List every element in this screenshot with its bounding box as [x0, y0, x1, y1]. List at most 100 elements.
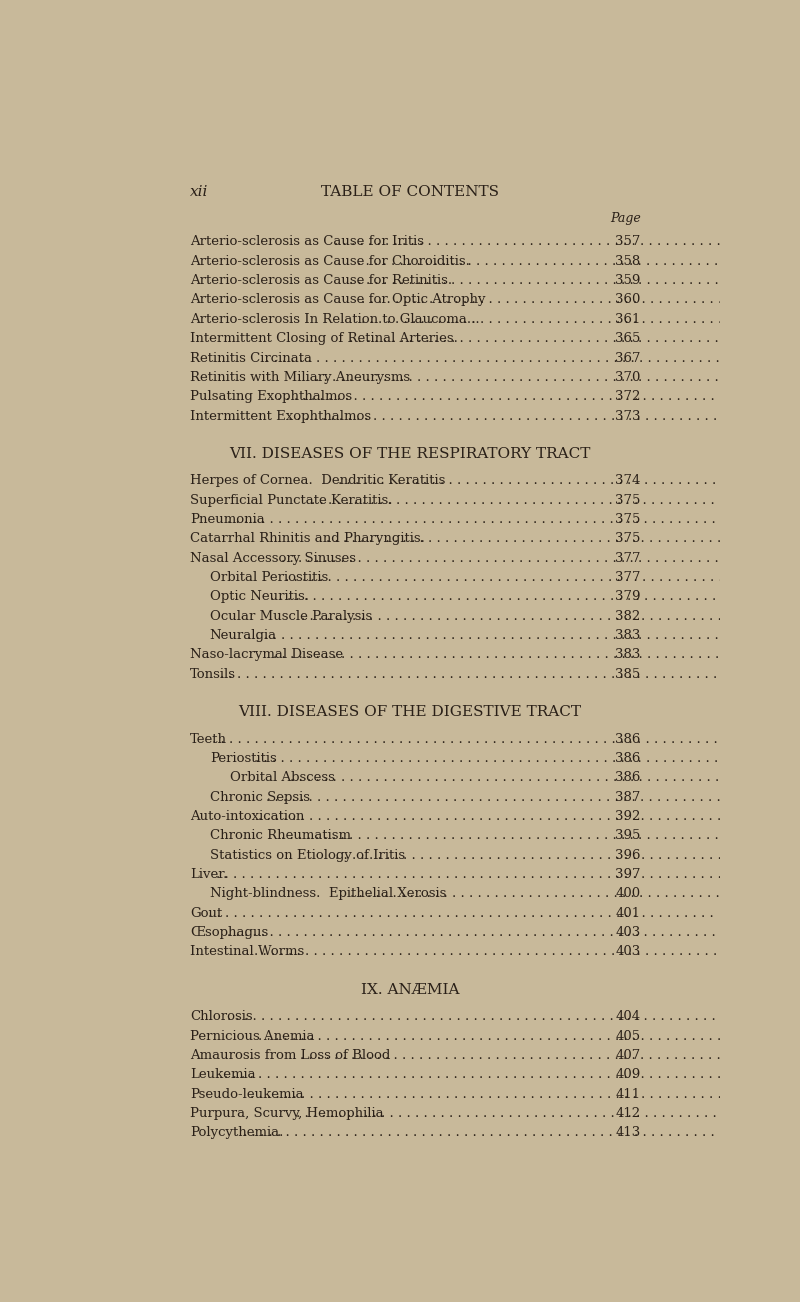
Text: . . . . . . . . . . . . . . . . . . . . . . . . . . . . . . . . . . . . . . . . : . . . . . . . . . . . . . . . . . . . . … — [334, 236, 800, 249]
Text: Neuralgia: Neuralgia — [210, 629, 277, 642]
Text: Page: Page — [610, 212, 641, 225]
Text: Polycythemia.: Polycythemia. — [190, 1126, 283, 1139]
Text: VII. DISEASES OF THE RESPIRATORY TRACT: VII. DISEASES OF THE RESPIRATORY TRACT — [230, 447, 590, 461]
Text: 405: 405 — [615, 1030, 641, 1043]
Text: . . . . . . . . . . . . . . . . . . . . . . . . . . . . . . . . . . . . . . . . : . . . . . . . . . . . . . . . . . . . . … — [311, 493, 800, 506]
Text: Intermittent Closing of Retinal Arteries.: Intermittent Closing of Retinal Arteries… — [190, 332, 458, 345]
Text: Orbital Periostitis: Orbital Periostitis — [210, 572, 328, 585]
Text: Arterio-sclerosis In Relation to Glaucoma...: Arterio-sclerosis In Relation to Glaucom… — [190, 312, 479, 326]
Text: 412: 412 — [615, 1107, 641, 1120]
Text: Pneumonia: Pneumonia — [190, 513, 265, 526]
Text: 360: 360 — [615, 293, 641, 306]
Text: Liver.: Liver. — [190, 868, 227, 881]
Text: 358: 358 — [615, 255, 641, 268]
Text: 365: 365 — [615, 332, 641, 345]
Text: 407: 407 — [615, 1049, 641, 1062]
Text: Arterio-sclerosis as Cause for Choroiditis.: Arterio-sclerosis as Cause for Choroidit… — [190, 255, 470, 268]
Text: Arterio-sclerosis as Cause for Optic Atrophy: Arterio-sclerosis as Cause for Optic Atr… — [190, 293, 486, 306]
Text: Leukemia: Leukemia — [190, 1068, 255, 1081]
Text: 367: 367 — [615, 352, 641, 365]
Text: Statistics on Etiology of Iritis: Statistics on Etiology of Iritis — [210, 849, 405, 862]
Text: 413: 413 — [615, 1126, 641, 1139]
Text: 375: 375 — [615, 513, 641, 526]
Text: 383: 383 — [615, 648, 641, 661]
Text: Retinitis with Miliary Aneurysms: Retinitis with Miliary Aneurysms — [190, 371, 410, 384]
Text: 377: 377 — [615, 572, 641, 585]
Text: . . . . . . . . . . . . . . . . . . . . . . . . . . . . . . . . . . . . . . . . : . . . . . . . . . . . . . . . . . . . . … — [338, 474, 800, 487]
Text: 386: 386 — [615, 733, 641, 746]
Text: Auto-intoxication: Auto-intoxication — [190, 810, 304, 823]
Text: 403: 403 — [615, 945, 641, 958]
Text: Optic Neuritis.: Optic Neuritis. — [210, 590, 309, 603]
Text: . . . . . . . . . . . . . . . . . . . . . . . . . . . . . . . . . . . . . . . . : . . . . . . . . . . . . . . . . . . . . … — [357, 255, 800, 268]
Text: Gout: Gout — [190, 906, 222, 919]
Text: Pernicious Anemia: Pernicious Anemia — [190, 1030, 314, 1043]
Text: Retinitis Circinata: Retinitis Circinata — [190, 352, 312, 365]
Text: . . . . . . . . . . . . . . . . . . . . . . . . . . . . . . . . . . . . . . . . : . . . . . . . . . . . . . . . . . . . . … — [212, 733, 722, 746]
Text: . . . . . . . . . . . . . . . . . . . . . . . . . . . . . . . . . . . . . . . . : . . . . . . . . . . . . . . . . . . . . … — [247, 629, 757, 642]
Text: . . . . . . . . . . . . . . . . . . . . . . . . . . . . . . . . . . . . . . . . : . . . . . . . . . . . . . . . . . . . . … — [227, 513, 738, 526]
Text: . . . . . . . . . . . . . . . . . . . . . . . . . . . . . . . . . . . . . . . . : . . . . . . . . . . . . . . . . . . . . … — [216, 868, 726, 881]
Text: 372: 372 — [615, 391, 641, 404]
Text: Ocular Muscle Paralysis: Ocular Muscle Paralysis — [210, 609, 372, 622]
Text: . . . . . . . . . . . . . . . . . . . . . . . . . . . . . . . . . . . . . . . . : . . . . . . . . . . . . . . . . . . . . … — [242, 1126, 753, 1139]
Text: xii: xii — [190, 185, 208, 199]
Text: . . . . . . . . . . . . . . . . . . . . . . . . . . . . . . . . . . . . . . . . : . . . . . . . . . . . . . . . . . . . . … — [350, 332, 800, 345]
Text: . . . . . . . . . . . . . . . . . . . . . . . . . . . . . . . . . . . . . . . . : . . . . . . . . . . . . . . . . . . . . … — [258, 1030, 768, 1043]
Text: . . . . . . . . . . . . . . . . . . . . . . . . . . . . . . . . . . . . . . . . : . . . . . . . . . . . . . . . . . . . . … — [277, 391, 787, 404]
Text: . . . . . . . . . . . . . . . . . . . . . . . . . . . . . . . . . . . . . . . . : . . . . . . . . . . . . . . . . . . . . … — [220, 668, 730, 681]
Text: . . . . . . . . . . . . . . . . . . . . . . . . . . . . . . . . . . . . . . . . : . . . . . . . . . . . . . . . . . . . . … — [208, 906, 718, 919]
Text: . . . . . . . . . . . . . . . . . . . . . . . . . . . . . . . . . . . . . . . . : . . . . . . . . . . . . . . . . . . . . … — [335, 849, 800, 862]
Text: . . . . . . . . . . . . . . . . . . . . . . . . . . . . . . . . . . . . . . . . : . . . . . . . . . . . . . . . . . . . . … — [250, 1087, 760, 1100]
Text: VIII. DISEASES OF THE DIGESTIVE TRACT: VIII. DISEASES OF THE DIGESTIVE TRACT — [238, 706, 582, 719]
Text: Pseudo-leukemia: Pseudo-leukemia — [190, 1087, 303, 1100]
Text: . . . . . . . . . . . . . . . . . . . . . . . . . . . . . . . . . . . . . . . . : . . . . . . . . . . . . . . . . . . . . … — [288, 410, 798, 423]
Text: . . . . . . . . . . . . . . . . . . . . . . . . . . . . . . . . . . . . . . . . : . . . . . . . . . . . . . . . . . . . . … — [361, 312, 800, 326]
Text: Orbital Abscess: Orbital Abscess — [230, 771, 334, 784]
Text: . . . . . . . . . . . . . . . . . . . . . . . . . . . . . . . . . . . . . . . . : . . . . . . . . . . . . . . . . . . . . … — [350, 888, 800, 901]
Text: . . . . . . . . . . . . . . . . . . . . . . . . . . . . . . . . . . . . . . . . : . . . . . . . . . . . . . . . . . . . . … — [326, 533, 800, 546]
Text: Intermittent Exophthalmos: Intermittent Exophthalmos — [190, 410, 371, 423]
Text: Chlorosis: Chlorosis — [190, 1010, 253, 1023]
Text: . . . . . . . . . . . . . . . . . . . . . . . . . . . . . . . . . . . . . . . . : . . . . . . . . . . . . . . . . . . . . … — [281, 552, 790, 565]
Text: . . . . . . . . . . . . . . . . . . . . . . . . . . . . . . . . . . . . . . . . : . . . . . . . . . . . . . . . . . . . . … — [227, 926, 738, 939]
Text: 409: 409 — [615, 1068, 641, 1081]
Text: 357: 357 — [615, 236, 641, 249]
Text: . . . . . . . . . . . . . . . . . . . . . . . . . . . . . . . . . . . . . . . . : . . . . . . . . . . . . . . . . . . . . … — [227, 1010, 738, 1023]
Text: . . . . . . . . . . . . . . . . . . . . . . . . . . . . . . . . . . . . . . . . : . . . . . . . . . . . . . . . . . . . . … — [301, 609, 800, 622]
Text: 361: 361 — [615, 312, 641, 326]
Text: 395: 395 — [615, 829, 641, 842]
Text: . . . . . . . . . . . . . . . . . . . . . . . . . . . . . . . . . . . . . . . . : . . . . . . . . . . . . . . . . . . . . … — [270, 590, 780, 603]
Text: Arterio-sclerosis as Cause for Retinitis.: Arterio-sclerosis as Cause for Retinitis… — [190, 275, 452, 288]
Text: . . . . . . . . . . . . . . . . . . . . . . . . . . . . . . . . . . . . . . . . : . . . . . . . . . . . . . . . . . . . . … — [350, 275, 800, 288]
Text: Periostitis: Periostitis — [210, 753, 277, 766]
Text: 375: 375 — [615, 533, 641, 546]
Text: 386: 386 — [615, 753, 641, 766]
Text: Teeth: Teeth — [190, 733, 227, 746]
Text: Chronic Rheumatism: Chronic Rheumatism — [210, 829, 350, 842]
Text: 403: 403 — [615, 926, 641, 939]
Text: . . . . . . . . . . . . . . . . . . . . . . . . . . . . . . . . . . . . . . . . : . . . . . . . . . . . . . . . . . . . . … — [223, 1068, 734, 1081]
Text: Intestinal Worms: Intestinal Worms — [190, 945, 304, 958]
Text: . . . . . . . . . . . . . . . . . . . . . . . . . . . . . . . . . . . . . . . . : . . . . . . . . . . . . . . . . . . . . … — [296, 1107, 800, 1120]
Text: Chronic Sepsis: Chronic Sepsis — [210, 790, 310, 803]
Text: Tonsils: Tonsils — [190, 668, 236, 681]
Text: . . . . . . . . . . . . . . . . . . . . . . . . . . . . . . . . . . . . . . . . : . . . . . . . . . . . . . . . . . . . . … — [300, 1049, 800, 1062]
Text: 401: 401 — [615, 906, 641, 919]
Text: . . . . . . . . . . . . . . . . . . . . . . . . . . . . . . . . . . . . . . . . : . . . . . . . . . . . . . . . . . . . . … — [361, 293, 800, 306]
Text: 379: 379 — [615, 590, 641, 603]
Text: . . . . . . . . . . . . . . . . . . . . . . . . . . . . . . . . . . . . . . . . : . . . . . . . . . . . . . . . . . . . . … — [290, 771, 800, 784]
Text: IX. ANÆMIA: IX. ANÆMIA — [361, 983, 459, 997]
Text: 383: 383 — [615, 629, 641, 642]
Text: TABLE OF CONTENTS: TABLE OF CONTENTS — [321, 185, 499, 199]
Text: . . . . . . . . . . . . . . . . . . . . . . . . . . . . . . . . . . . . . . . . : . . . . . . . . . . . . . . . . . . . . … — [315, 371, 800, 384]
Text: 411: 411 — [615, 1087, 641, 1100]
Text: Catarrhal Rhinitis and Pharyngitis.: Catarrhal Rhinitis and Pharyngitis. — [190, 533, 425, 546]
Text: Purpura, Scurvy, Hemophilia: Purpura, Scurvy, Hemophilia — [190, 1107, 383, 1120]
Text: 359: 359 — [615, 275, 641, 288]
Text: 375: 375 — [615, 493, 641, 506]
Text: Night-blindness.  Epithelial Xerosis: Night-blindness. Epithelial Xerosis — [210, 888, 446, 901]
Text: . . . . . . . . . . . . . . . . . . . . . . . . . . . . . . . . . . . . . . . . : . . . . . . . . . . . . . . . . . . . . … — [254, 945, 764, 958]
Text: 400: 400 — [615, 888, 641, 901]
Text: 387: 387 — [615, 790, 641, 803]
